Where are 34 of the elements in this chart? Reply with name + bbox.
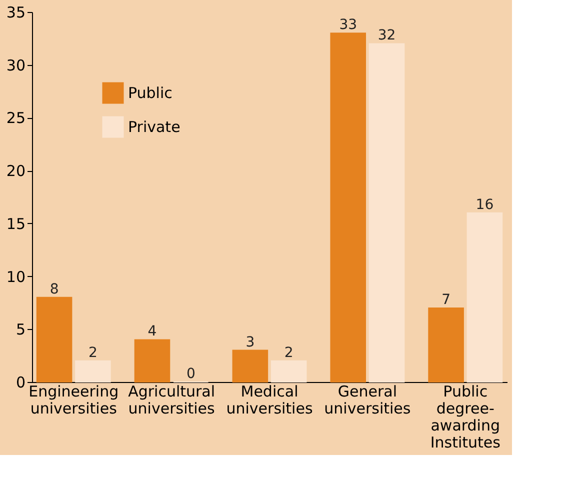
data-label: 33 bbox=[339, 17, 358, 34]
y-tick-label: 15 bbox=[6, 214, 26, 233]
bar bbox=[75, 360, 111, 382]
x-tick-label: General universities bbox=[324, 382, 411, 418]
y-tick-label: 20 bbox=[6, 162, 26, 180]
legend-label: Private bbox=[128, 118, 180, 136]
data-label: 16 bbox=[476, 196, 494, 213]
x-tick-label: Engineering universities bbox=[28, 382, 119, 418]
bar bbox=[330, 32, 366, 382]
data-label: 7 bbox=[442, 292, 451, 308]
y-tick-label: 10 bbox=[6, 268, 26, 286]
y-tick-label: 35 bbox=[6, 4, 26, 22]
data-label: 32 bbox=[378, 28, 396, 44]
bar bbox=[232, 350, 268, 382]
y-tick-label: 25 bbox=[6, 109, 26, 128]
data-label: 0 bbox=[186, 366, 196, 382]
y-tick-label: 30 bbox=[6, 56, 26, 74]
y-tick-label: 0 bbox=[16, 374, 26, 392]
legend-label: Public bbox=[128, 84, 172, 102]
bar bbox=[428, 308, 464, 382]
bar bbox=[368, 43, 405, 382]
x-tick-label: Medical universities bbox=[226, 382, 313, 418]
bar bbox=[134, 339, 170, 382]
bar bbox=[270, 360, 307, 382]
data-label: 4 bbox=[148, 324, 157, 340]
data-label: 2 bbox=[284, 344, 294, 361]
x-tick-label: Agricultural universities bbox=[128, 382, 216, 418]
data-label: 3 bbox=[246, 334, 255, 350]
bar bbox=[36, 296, 72, 382]
y-tick-label: 5 bbox=[16, 320, 26, 339]
bar bbox=[466, 212, 503, 382]
data-label: 2 bbox=[88, 344, 98, 361]
x-tick-label: Public degree-awarding Institutes bbox=[430, 382, 501, 452]
data-label: 8 bbox=[50, 281, 59, 298]
